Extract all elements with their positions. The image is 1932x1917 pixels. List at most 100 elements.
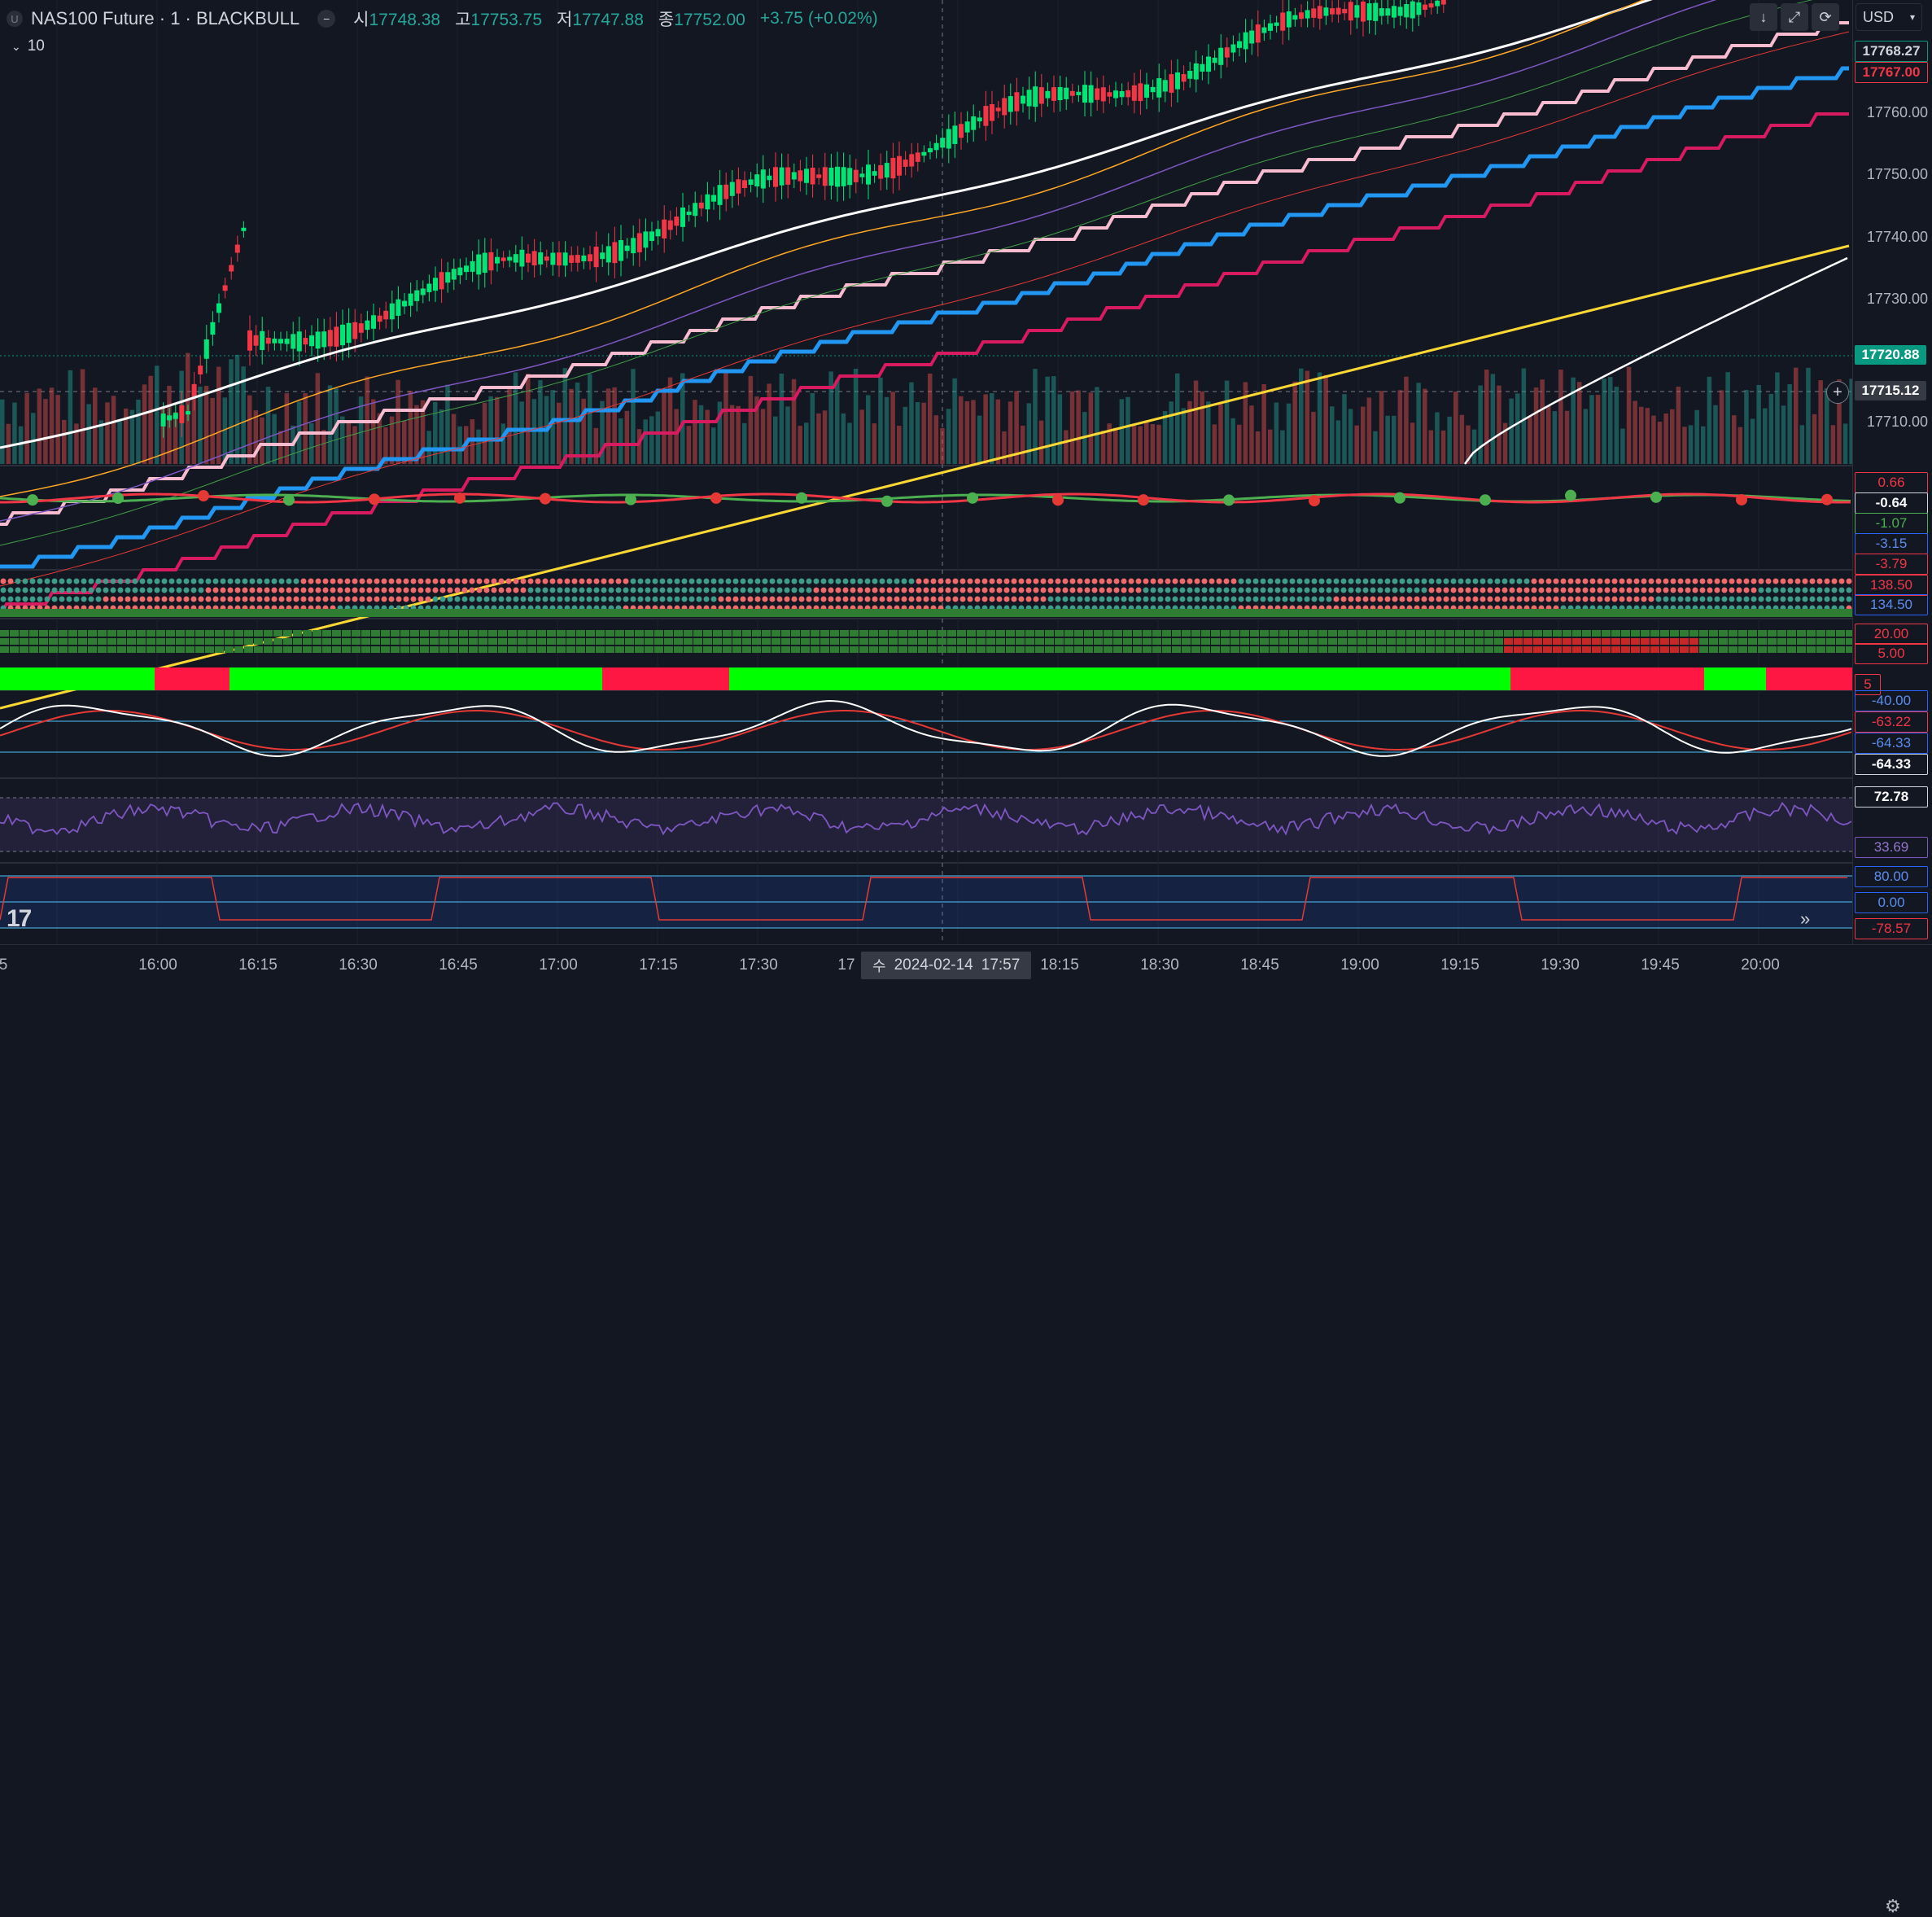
heatmap-cell xyxy=(1133,646,1142,653)
dot-matrix-cell xyxy=(1165,587,1171,593)
dot-matrix-cell xyxy=(498,596,505,602)
dot-matrix-cell xyxy=(1575,587,1581,593)
heatmap-cell xyxy=(684,638,693,645)
heatmap-cell xyxy=(723,646,732,653)
volume-bar xyxy=(229,359,234,464)
heatmap-cell xyxy=(1660,638,1669,645)
heatmap-cell xyxy=(1768,646,1777,653)
volume-bar xyxy=(451,414,457,464)
dot-matrix-cell xyxy=(886,596,893,602)
candle-body xyxy=(1175,72,1180,90)
heatmap-cell xyxy=(918,638,927,645)
candle-body xyxy=(655,229,661,237)
heatmap-cell xyxy=(215,630,224,637)
heatmap-cell xyxy=(342,638,351,645)
pane4-value: -64.33 xyxy=(1855,733,1928,754)
dot-matrix-cell xyxy=(88,596,94,602)
indicators-toggle[interactable]: ⌄ 10 xyxy=(7,36,50,57)
heatmap-cell xyxy=(1357,638,1366,645)
heatmap-cell xyxy=(977,638,986,645)
heatmap-cell xyxy=(176,638,185,645)
volume-bar xyxy=(210,397,215,464)
heatmap-cell xyxy=(820,630,829,637)
dot-matrix-cell xyxy=(571,596,578,602)
dot-matrix-cell xyxy=(374,596,380,602)
pane3-value: 134.50 xyxy=(1855,594,1928,615)
expand-icon[interactable]: ⤢ xyxy=(1781,3,1808,31)
heatmap-cell xyxy=(1240,638,1249,645)
heatmap-cell xyxy=(1338,638,1347,645)
candle-body xyxy=(605,246,611,263)
double-chevron-right-icon[interactable]: » xyxy=(1800,908,1811,929)
candle-body xyxy=(686,211,692,216)
dot-matrix-cell xyxy=(1025,587,1032,593)
tradingview-logo[interactable]: 17 xyxy=(7,905,32,932)
dot-matrix-cell xyxy=(1729,578,1735,584)
candle-body xyxy=(426,283,432,292)
dot-matrix-cell xyxy=(1809,587,1816,593)
volume-bar xyxy=(878,377,883,464)
gear-icon[interactable]: ⚙ xyxy=(1885,1896,1901,1916)
symbol-badge[interactable]: U xyxy=(7,11,23,27)
dot-matrix-cell xyxy=(454,587,461,593)
dot-matrix-cell xyxy=(1238,578,1244,584)
dot-matrix-cell xyxy=(403,587,409,593)
volume-bar xyxy=(612,387,617,464)
arrow-down-icon[interactable]: ↓ xyxy=(1750,3,1777,31)
dot-matrix-cell xyxy=(1765,587,1772,593)
dot-matrix-cell xyxy=(542,596,549,602)
chart-area[interactable] xyxy=(0,0,1852,944)
price-axis[interactable]: 17760.00 17750.00 17740.00 17730.00 1771… xyxy=(1852,0,1932,944)
heatmap-cell xyxy=(1504,630,1513,637)
volume-bar xyxy=(1385,415,1390,464)
chart-canvas[interactable] xyxy=(0,0,1852,944)
heatmap-cell xyxy=(1680,638,1689,645)
heatmap-cell xyxy=(1816,630,1825,637)
volume-bar xyxy=(1144,422,1149,464)
time-tick: 19:00 xyxy=(1340,956,1379,974)
heatmap-cell xyxy=(684,630,693,637)
dot-matrix-cell xyxy=(1626,578,1633,584)
dot-matrix-cell xyxy=(183,578,190,584)
heatmap-cell xyxy=(1289,638,1298,645)
plus-circle-icon[interactable]: + xyxy=(1826,381,1849,404)
volume-bar xyxy=(636,429,642,464)
dot-matrix-cell xyxy=(1260,578,1266,584)
heatmap-cell xyxy=(1397,638,1405,645)
candle-body xyxy=(179,405,185,423)
dot-matrix-cell xyxy=(1787,587,1794,593)
candle-body xyxy=(1392,6,1397,18)
candle-body xyxy=(1131,85,1137,101)
dot-matrix-cell xyxy=(1809,596,1816,602)
dot-matrix-cell xyxy=(688,587,695,593)
trend-bar xyxy=(1510,667,1704,690)
collapse-legend-icon[interactable]: − xyxy=(317,10,336,28)
dot-matrix-cell xyxy=(1523,587,1530,593)
heatmap-cell xyxy=(186,646,195,653)
heatmap-cell xyxy=(1426,638,1435,645)
volume-bar xyxy=(798,426,802,464)
heatmap-cell xyxy=(410,638,419,645)
symbol-title[interactable]: NAS100 Future · 1 · BLACKBULL xyxy=(31,8,300,28)
dot-matrix-cell xyxy=(476,587,483,593)
dot-matrix-cell xyxy=(110,578,116,584)
heatmap-cell xyxy=(1348,646,1357,653)
dot-matrix-cell xyxy=(1282,587,1288,593)
volume-bar xyxy=(1670,409,1675,464)
dot-matrix-cell xyxy=(1414,587,1420,593)
heatmap-cell xyxy=(29,630,38,637)
dot-matrix-cell xyxy=(959,596,966,602)
time-axis[interactable]: 5 16:00 16:15 16:30 16:45 17:00 17:15 17… xyxy=(0,944,1932,1916)
heatmap-cell xyxy=(1367,646,1376,653)
dot-matrix-cell xyxy=(1582,587,1589,593)
heatmap-cell xyxy=(869,646,878,653)
heatmap-cell xyxy=(742,638,751,645)
dot-matrix-cell xyxy=(1480,578,1486,584)
dot-matrix-cell xyxy=(1099,578,1105,584)
dot-matrix-cell xyxy=(1494,596,1501,602)
reload-icon[interactable]: ⟳ xyxy=(1812,3,1839,31)
currency-selector[interactable]: USD ▾ xyxy=(1856,3,1922,31)
dot-matrix-cell xyxy=(7,587,14,593)
heatmap-cell xyxy=(967,646,976,653)
candle-body xyxy=(872,171,877,176)
